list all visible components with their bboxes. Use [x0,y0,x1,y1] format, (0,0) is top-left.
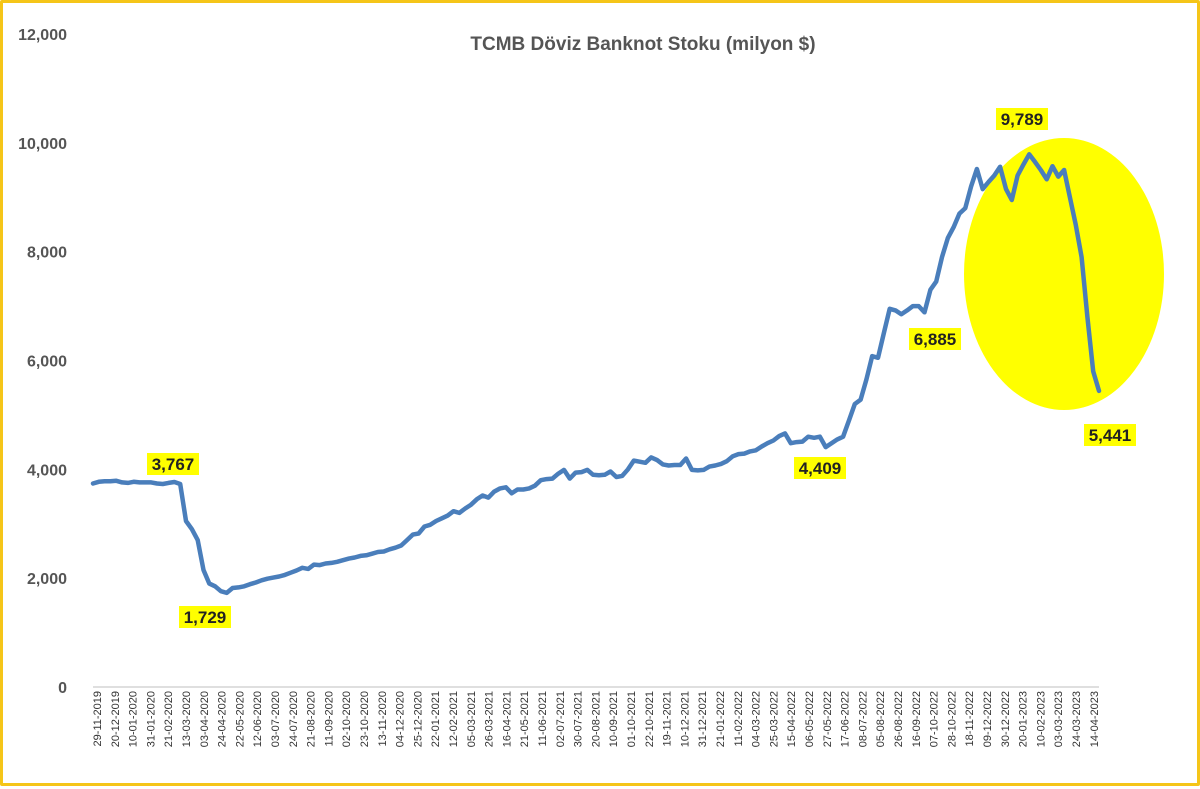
x-tick-label: 10-02-2023 [1035,691,1047,747]
x-axis: 29-11-2019 20-12-2019 10-01-2020 31-01-2020… [92,691,1101,747]
x-tick-label: 26-08-2022 [893,691,905,747]
x-tick-label: 23-10-2020 [359,691,371,747]
x-tick-label: 21-05-2021 [519,691,531,747]
x-tick-label: 11-09-2020 [323,691,335,746]
data-label-box [909,328,961,350]
x-tick-label: 22-10-2021 [644,691,656,747]
x-tick-label: 27-05-2022 [822,691,834,747]
x-tick-label: 02-10-2020 [341,691,353,747]
x-tick-label: 30-12-2022 [1000,691,1012,747]
x-tick-label: 09-12-2022 [982,691,994,747]
x-tick-label: 05-03-2021 [466,691,478,747]
x-tick-label: 18-11-2022 [964,691,976,746]
x-tick-label: 25-03-2022 [768,691,780,747]
x-tick-label: 28-10-2022 [946,691,958,747]
x-tick-label: 10-09-2021 [608,691,620,747]
x-tick-label: 24-04-2020 [217,691,229,747]
x-tick-label: 06-05-2022 [804,691,816,747]
x-tick-label: 15-04-2022 [786,691,798,747]
x-tick-label: 12-06-2020 [252,691,264,747]
x-tick-label: 21-08-2020 [306,691,318,747]
data-label: 6,885 [914,330,957,349]
x-tick-label: 10-01-2020 [128,691,140,747]
x-tick-label: 22-01-2021 [430,691,442,747]
data-label-box [147,453,199,475]
x-tick-label: 20-08-2021 [590,691,602,747]
x-tick-label: 30-07-2021 [573,691,585,747]
y-axis: 0 2,000 4,000 6,000 8,000 10,000 12,000 [18,27,67,697]
x-tick-label: 19-11-2021 [662,691,674,746]
y-tick-label: 6,000 [27,354,67,371]
data-label: 4,409 [799,459,842,478]
highlight-ellipse [964,138,1164,410]
x-tick-label: 01-10-2021 [626,691,638,747]
x-tick-label: 31-01-2020 [145,691,157,747]
y-tick-label: 12,000 [18,27,67,44]
data-label: 1,729 [184,608,227,627]
series-line-banknote-stock [90,152,1102,596]
x-tick-label: 07-10-2022 [929,691,941,747]
y-tick-label: 10,000 [18,136,67,153]
x-tick-label: 21-01-2022 [715,691,727,747]
x-tick-label: 29-11-2019 [92,691,104,746]
line-chart: 0 2,000 4,000 6,000 8,000 10,000 12,000 29-11-… [18,27,1164,747]
x-tick-label: 16-09-2022 [911,691,923,747]
x-tick-label: 13-11-2020 [377,691,389,746]
x-tick-label: 14-04-2023 [1089,691,1101,747]
x-tick-label: 26-03-2021 [484,691,496,747]
x-tick-label: 11-06-2021 [537,691,549,746]
x-tick-label: 03-03-2023 [1053,691,1065,747]
x-tick-label: 24-07-2020 [288,691,300,747]
chart-title: TCMB Döviz Banknot Stoku (milyon $) [470,34,815,55]
data-label: 5,441 [1089,426,1132,445]
x-tick-label: 17-06-2022 [840,691,852,747]
x-tick-label: 12-02-2021 [448,691,460,747]
x-tick-label: 24-03-2023 [1071,691,1083,747]
x-tick-label: 21-02-2020 [163,691,175,747]
x-tick-label: 02-07-2021 [555,691,567,747]
x-tick-label: 20-12-2019 [110,691,122,747]
x-tick-label: 03-07-2020 [270,691,282,747]
x-tick-label: 31-12-2021 [697,691,709,747]
data-label-box [794,457,846,479]
y-tick-label: 8,000 [27,245,67,262]
x-tick-label: 03-04-2020 [199,691,211,747]
data-label: 3,767 [152,455,195,474]
data-label: 9,789 [1001,110,1044,129]
y-tick-label: 2,000 [27,571,67,588]
data-label-box [996,108,1048,130]
x-tick-label: 25-12-2020 [412,691,424,747]
x-tick-label: 20-01-2023 [1018,691,1030,747]
x-tick-label: 08-07-2022 [857,691,869,747]
x-tick-label: 05-08-2022 [875,691,887,747]
x-tick-label: 10-12-2021 [679,691,691,747]
y-tick-label: 4,000 [27,462,67,479]
x-tick-label: 11-02-2022 [733,691,745,746]
x-tick-label: 04-12-2020 [395,691,407,747]
data-label-box [1084,424,1136,446]
x-tick-label: 13-03-2020 [181,691,193,747]
y-tick-label: 0 [58,680,67,697]
x-tick-label: 16-04-2021 [501,691,513,747]
annotations: 3,767 1,729 4,409 6,885 9,789 5,441 [147,108,1136,628]
data-label-box [179,606,231,628]
x-tick-label: 22-05-2020 [234,691,246,747]
x-tick-label: 04-03-2022 [751,691,763,747]
